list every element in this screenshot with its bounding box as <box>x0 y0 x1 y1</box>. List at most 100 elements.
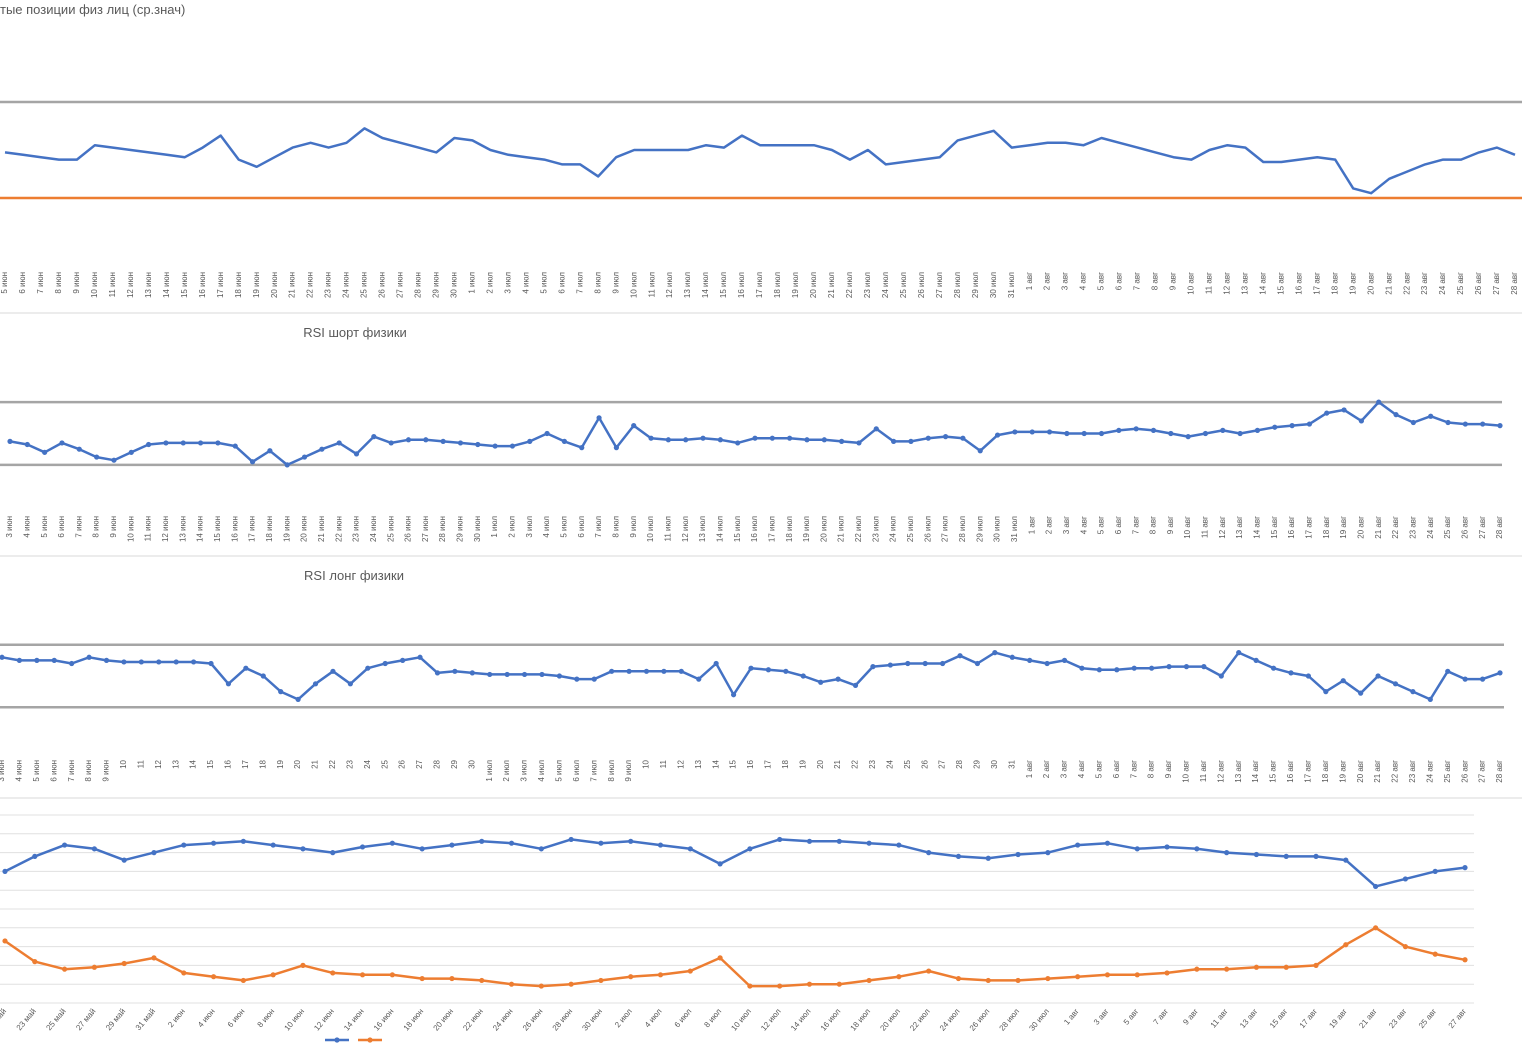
data-point <box>1343 857 1349 863</box>
x-tick-label: 15 июл <box>733 516 742 542</box>
x-tick-label: 13 авг <box>1234 760 1243 783</box>
x-tick-label: 4 авг <box>1079 516 1088 534</box>
x-tick-label: 2 авг <box>1043 272 1052 290</box>
data-line <box>4 926 1466 988</box>
data-point <box>1045 850 1051 856</box>
x-tick-label: 23 июл <box>871 516 880 542</box>
x-tick-label: 10 июн <box>90 272 99 298</box>
data-point <box>769 435 775 441</box>
data-point <box>1164 844 1170 850</box>
x-tick-label: 17 июн <box>248 516 257 542</box>
data-point <box>1029 429 1035 435</box>
data-point <box>138 659 144 665</box>
data-point <box>181 970 187 976</box>
data-point <box>538 983 544 989</box>
x-tick-label: 3 авг <box>1060 760 1069 778</box>
data-point <box>359 972 366 978</box>
data-line <box>4 127 1516 195</box>
x-tick-label: 19 июл <box>802 516 811 542</box>
chart-title: RSI лонг физики <box>304 568 404 583</box>
x-tick-label: 3 июн <box>5 516 14 538</box>
data-point <box>598 977 604 984</box>
x-tick-label: 17 июл <box>767 516 776 542</box>
data-point <box>1104 840 1111 846</box>
x-tick-label: 21 авг <box>1373 760 1382 783</box>
data-point <box>330 668 336 674</box>
data-point <box>631 423 637 429</box>
x-tick-label: 28 июн <box>438 516 447 542</box>
x-tick-label: 9 июн <box>72 272 81 294</box>
data-point <box>891 438 897 444</box>
x-tick-label: 29 июл <box>971 272 980 298</box>
data-point <box>613 445 619 451</box>
x-tick-label: 30 июн <box>450 272 459 298</box>
data-point <box>405 437 412 443</box>
x-tick-label: 20 авг <box>1357 516 1366 539</box>
x-tick-label: 7 июн <box>67 760 76 782</box>
data-point <box>574 676 580 682</box>
x-tick-label: 9 июл <box>629 516 638 538</box>
x-tick-label: 10 июл <box>646 516 655 542</box>
x-tick-label: 23 июн <box>324 272 333 298</box>
x-tick-label: 8 июн <box>92 516 101 538</box>
x-tick-label: 5 июн <box>40 516 49 538</box>
data-point <box>434 670 441 676</box>
data-point <box>121 857 127 863</box>
data-point <box>163 440 169 446</box>
x-tick-label: 15 авг <box>1269 760 1278 783</box>
x-tick-label: 12 авг <box>1222 272 1231 295</box>
data-point <box>1479 676 1486 682</box>
x-tick-label: 9 авг <box>1169 272 1178 290</box>
data-point <box>1358 690 1364 696</box>
data-point <box>24 441 30 448</box>
x-tick-label: 6 авг <box>1112 760 1121 778</box>
data-point <box>59 440 65 446</box>
x-tick-label: 15 июн <box>180 272 189 298</box>
x-tick-label: 3 июн <box>0 760 6 782</box>
x-tick-label: 15 авг <box>1270 516 1279 539</box>
x-tick-label: 5 июл <box>539 272 548 294</box>
x-tick-label: 4 июл <box>542 516 551 538</box>
data-point <box>1313 853 1319 859</box>
x-tick-label: 14 июл <box>701 272 710 298</box>
data-point <box>747 846 753 852</box>
data-point <box>1134 846 1140 852</box>
x-tick-label: 27 авг <box>1478 760 1487 783</box>
x-tick-label: 11 июл <box>663 516 672 542</box>
data-point <box>1313 962 1319 969</box>
data-point <box>492 443 498 449</box>
x-tick-label: 15 июн <box>213 516 222 542</box>
data-point <box>389 972 395 978</box>
data-point <box>1183 664 1190 670</box>
x-tick-label: 19 авг <box>1338 760 1347 783</box>
data-point <box>32 853 38 859</box>
x-tick-label: 18 <box>258 759 267 768</box>
x-tick-label: 5 авг <box>1097 272 1106 290</box>
x-tick-label: 3 июл <box>503 272 512 294</box>
x-tick-label: 13 авг <box>1235 516 1244 539</box>
data-point <box>591 676 597 682</box>
data-point <box>1323 689 1329 695</box>
data-point <box>1236 650 1242 656</box>
x-tick-label: 18 авг <box>1330 272 1339 295</box>
data-point <box>371 434 377 440</box>
x-tick-label: 7 авг <box>1131 516 1140 534</box>
x-tick-label: 23 июл <box>863 272 872 298</box>
data-point <box>717 955 723 961</box>
data-point <box>544 430 550 437</box>
data-point <box>836 838 842 844</box>
x-tick-label: 24 <box>363 759 372 768</box>
x-tick-label: 24 авг <box>1426 516 1435 539</box>
x-tick-label: 19 июн <box>282 516 291 542</box>
x-tick-label: 9 авг <box>1164 760 1173 778</box>
data-point <box>330 850 336 856</box>
data-point <box>1253 851 1260 858</box>
x-tick-label: 24 июн <box>342 272 351 298</box>
x-tick-label: 28 авг <box>1495 760 1504 783</box>
x-tick-label: 12 июн <box>126 272 135 298</box>
data-point <box>700 435 706 441</box>
data-point <box>730 692 737 698</box>
x-tick-label: 11 <box>659 759 668 768</box>
x-tick-label: 24 <box>885 759 894 768</box>
